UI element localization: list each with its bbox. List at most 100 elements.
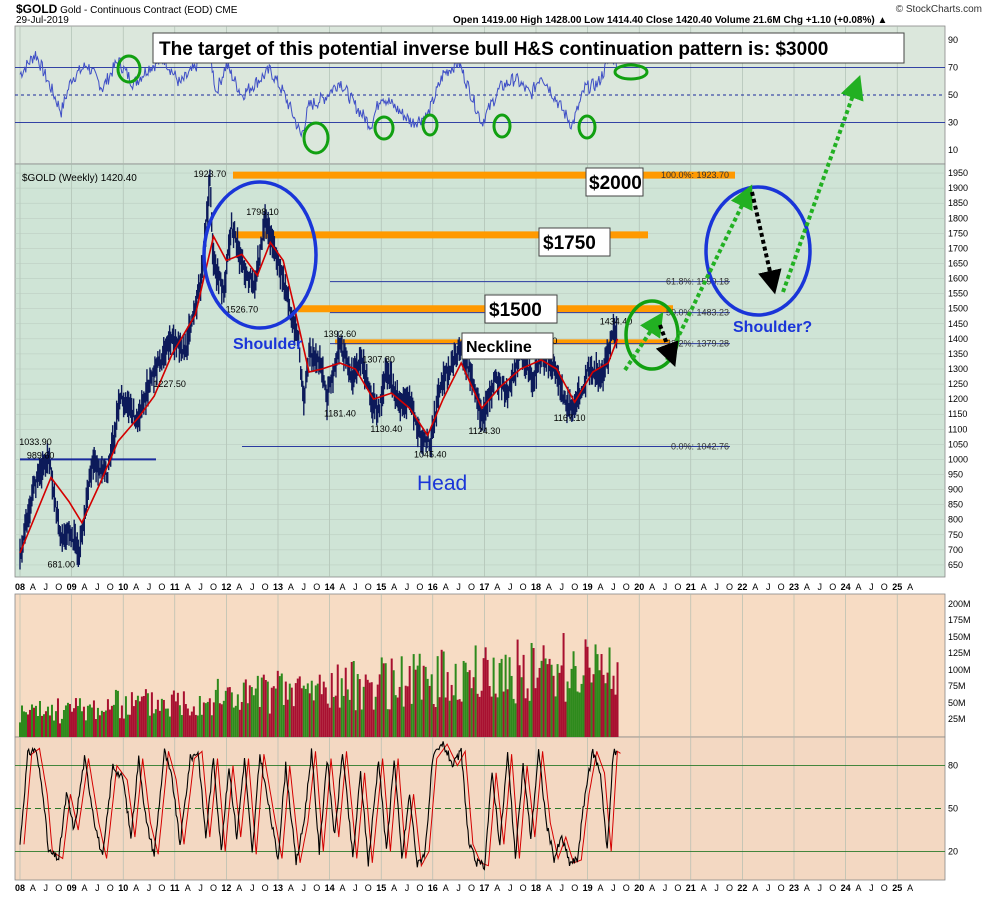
- rsi-tick-label: 70: [948, 62, 958, 72]
- volume-bar: [510, 675, 513, 737]
- volume-bar: [528, 700, 531, 737]
- volume-tick-label: 125M: [948, 648, 971, 658]
- volume-bar: [136, 695, 139, 737]
- x-axis-label: A: [30, 582, 36, 592]
- x-axis-label: O: [210, 883, 217, 893]
- volume-bar: [164, 708, 167, 737]
- volume-bar: [430, 674, 433, 737]
- x-axis-label: O: [210, 582, 217, 592]
- volume-bar: [46, 706, 49, 737]
- x-axis-label: A: [288, 582, 294, 592]
- x-axis-label: J: [44, 883, 49, 893]
- volume-bar: [448, 700, 451, 737]
- volume-bar: [530, 642, 533, 737]
- x-axis-label: O: [726, 883, 733, 893]
- price-tick-label: 1850: [948, 198, 968, 208]
- volume-bar: [570, 668, 573, 737]
- x-axis-label: O: [313, 883, 320, 893]
- volume-bar: [42, 714, 45, 737]
- x-axis-label: 19: [583, 883, 593, 893]
- volume-bar: [298, 676, 301, 737]
- x-axis-label: 21: [686, 883, 696, 893]
- price-1500-label: $1500: [489, 300, 542, 321]
- price-panel-title: $GOLD (Weekly) 1420.40: [22, 173, 137, 184]
- volume-bar: [230, 692, 233, 737]
- volume-bar: [138, 701, 141, 737]
- volume-bar: [108, 709, 111, 737]
- volume-bar: [168, 716, 171, 737]
- volume-bar: [566, 681, 569, 737]
- x-axis-label: J: [250, 883, 255, 893]
- volume-bar: [174, 701, 177, 737]
- volume-bar: [126, 714, 129, 737]
- x-axis-label: 14: [325, 883, 335, 893]
- volume-bar: [524, 698, 527, 737]
- x-axis-label: J: [714, 582, 719, 592]
- x-axis-label: J: [611, 582, 616, 592]
- volume-bar: [140, 696, 143, 737]
- volume-bar: [176, 692, 179, 737]
- volume-bar: [246, 703, 249, 737]
- rsi-ellipse-6: [577, 114, 597, 140]
- rsi-tick-label: 90: [948, 35, 958, 45]
- green-arrow-1: [665, 184, 753, 361]
- x-axis-label: A: [339, 883, 345, 893]
- rsi-tick-label: 50: [948, 90, 958, 100]
- fib_500-label: 50.0%: 1483.23: [666, 308, 729, 318]
- volume-bar: [428, 685, 431, 737]
- price-1750-label: $1750: [543, 233, 596, 254]
- volume-bar: [540, 660, 543, 737]
- volume-bar: [182, 691, 185, 737]
- volume-bar: [44, 711, 47, 737]
- volume-bar: [88, 704, 91, 737]
- volume-bar: [192, 706, 195, 737]
- price-tick-label: 1700: [948, 243, 968, 253]
- volume-bar: [584, 639, 587, 737]
- x-axis-label: A: [185, 582, 191, 592]
- volume-bar: [204, 703, 207, 737]
- x-axis-label: 16: [428, 582, 438, 592]
- x-axis-label: O: [55, 582, 62, 592]
- volume-bar: [406, 686, 409, 737]
- volume-tick-label: 150M: [948, 632, 971, 642]
- volume-bar: [280, 673, 283, 737]
- volume-bar: [38, 700, 41, 737]
- price-tick-label: 700: [948, 545, 963, 555]
- peak-label: 1227.50: [153, 379, 186, 389]
- price-tick-label: 1200: [948, 394, 968, 404]
- x-axis-label: A: [494, 582, 500, 592]
- price-tick-label: 1650: [948, 258, 968, 268]
- volume-bar: [102, 711, 105, 737]
- price-tick-label: 1900: [948, 183, 968, 193]
- volume-bar: [74, 698, 77, 737]
- header-ohlc: Open 1419.00 High 1428.00 Low 1414.40 Cl…: [453, 15, 888, 26]
- volume-bar: [294, 683, 297, 737]
- volume-bar: [194, 714, 197, 737]
- volume-bar: [178, 705, 181, 737]
- x-axis-label: 12: [221, 883, 231, 893]
- x-axis-label: J: [95, 883, 100, 893]
- volume-bar: [244, 679, 247, 737]
- volume-bar: [222, 700, 225, 737]
- volume-tick-label: 100M: [948, 665, 971, 675]
- volume-bar: [248, 685, 251, 737]
- rsi-ellipses: [116, 54, 649, 155]
- volume-bar: [392, 670, 395, 737]
- volume-bar: [206, 701, 209, 737]
- x-axis-label: J: [147, 883, 152, 893]
- volume-bar: [32, 707, 35, 737]
- volume-bar: [28, 709, 31, 737]
- volume-bar: [598, 670, 601, 737]
- price-tick-label: 1950: [948, 168, 968, 178]
- x-axis-label: A: [81, 883, 87, 893]
- volume-bar: [396, 697, 399, 737]
- price-tick-label: 750: [948, 530, 963, 540]
- x-axis-label: O: [674, 582, 681, 592]
- volume-bar: [394, 695, 397, 737]
- volume-bar: [210, 715, 213, 737]
- volume-bar: [534, 688, 537, 737]
- volume-bar: [418, 653, 421, 737]
- x-axis-label: J: [44, 582, 49, 592]
- volume-bar: [180, 715, 183, 737]
- volume-bar: [564, 701, 567, 737]
